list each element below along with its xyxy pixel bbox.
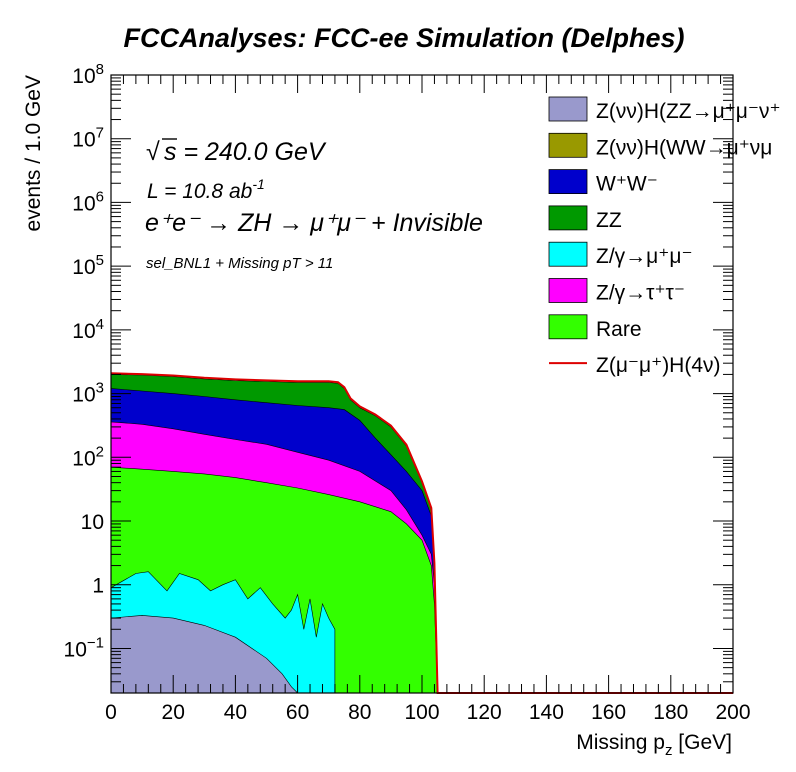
y-axis-label: events / 1.0 GeV (22, 75, 45, 231)
area-Z(νν̄)H(ZZ→μ⁺μ⁻ν⁺ν⁻) (110, 615, 299, 694)
annotation-selection: sel_BNL1 + Missing pT > 11 (146, 255, 333, 272)
annotation-sqrt-s: s = 240.0 GeV (164, 138, 327, 166)
x-tick-label: 0 (105, 701, 117, 724)
legend-swatch (548, 278, 588, 303)
x-tick-label: 200 (715, 701, 750, 724)
legend: Z(νν)H(ZZ→μ⁺μ⁻ν⁺ Z(νν)H(WW→μ⁺νμ W⁺W⁻ ZZ Z/γ→… (548, 96, 781, 377)
y-tick-label: 103 (72, 380, 104, 407)
legend-swatch (548, 169, 588, 195)
y-tick-label: 104 (72, 316, 104, 343)
legend-swatch (548, 241, 588, 267)
annotation-sqrt-sign: √ (146, 138, 160, 166)
legend-entry-label: Rare (596, 318, 642, 341)
y-tick-label: 1 (92, 575, 104, 598)
y-tick-label: 10 (81, 511, 104, 534)
legend-entry-label: Z/γ→τ⁺τ⁻ (596, 282, 685, 305)
x-tick-label: 20 (162, 701, 185, 724)
annotation-process: e⁺e⁻ → ZH → μ⁺μ⁻ + Invisible (145, 209, 483, 237)
x-tick-label: 60 (286, 701, 309, 724)
legend-entry-label: Z(νν)H(WW→μ⁺νμ (596, 136, 772, 159)
line-Z(μ⁻μ⁺)H(4ν) (110, 372, 733, 694)
legend-swatch (548, 132, 588, 158)
chart-title: FCCAnalyses: FCC-ee Simulation (Delphes) (123, 23, 684, 53)
y-tick-label: 102 (72, 443, 104, 470)
legend-entry-label: W⁺W⁻ (596, 173, 658, 196)
x-tick-label: 40 (224, 701, 247, 724)
x-tick-label: 160 (591, 701, 626, 724)
legend-entry-label: ZZ (596, 209, 622, 232)
y-tick-label: 106 (72, 188, 104, 215)
y-tick-label: 107 (72, 125, 104, 152)
legend-entry-label: Z/γ→μ⁺μ⁻ (596, 245, 693, 268)
x-axis-label: Missing pz [GeV] (576, 731, 732, 759)
x-tick-label: 180 (653, 701, 688, 724)
x-tick-label: 100 (404, 701, 439, 724)
x-tick-label: 120 (467, 701, 502, 724)
x-tick-label: 80 (348, 701, 371, 724)
x-tick-label: 140 (529, 701, 564, 724)
y-tick-label: 105 (72, 252, 104, 279)
legend-entry-label: Z(νν)H(ZZ→μ⁺μ⁻ν⁺ (596, 100, 781, 123)
legend-swatch (548, 96, 588, 122)
legend-swatch (548, 314, 588, 340)
legend-swatch (548, 205, 588, 231)
y-tick-label: 108 (72, 61, 104, 88)
axis-ticks: 0 20 40 60 80 100 120 140 160 180 200 10−1 1 10 102 103… (64, 61, 751, 724)
annotations: √ s = 240.0 GeV L = 10.8 ab-1 e⁺e⁻ → ZH … (145, 138, 483, 272)
stacked-areas (110, 372, 733, 694)
annotation-lumi: L = 10.8 ab-1 (147, 176, 265, 203)
y-tick-label: 10−1 (64, 634, 104, 661)
legend-entry-label: Z(μ⁻μ⁺)H(4ν) (596, 354, 721, 377)
